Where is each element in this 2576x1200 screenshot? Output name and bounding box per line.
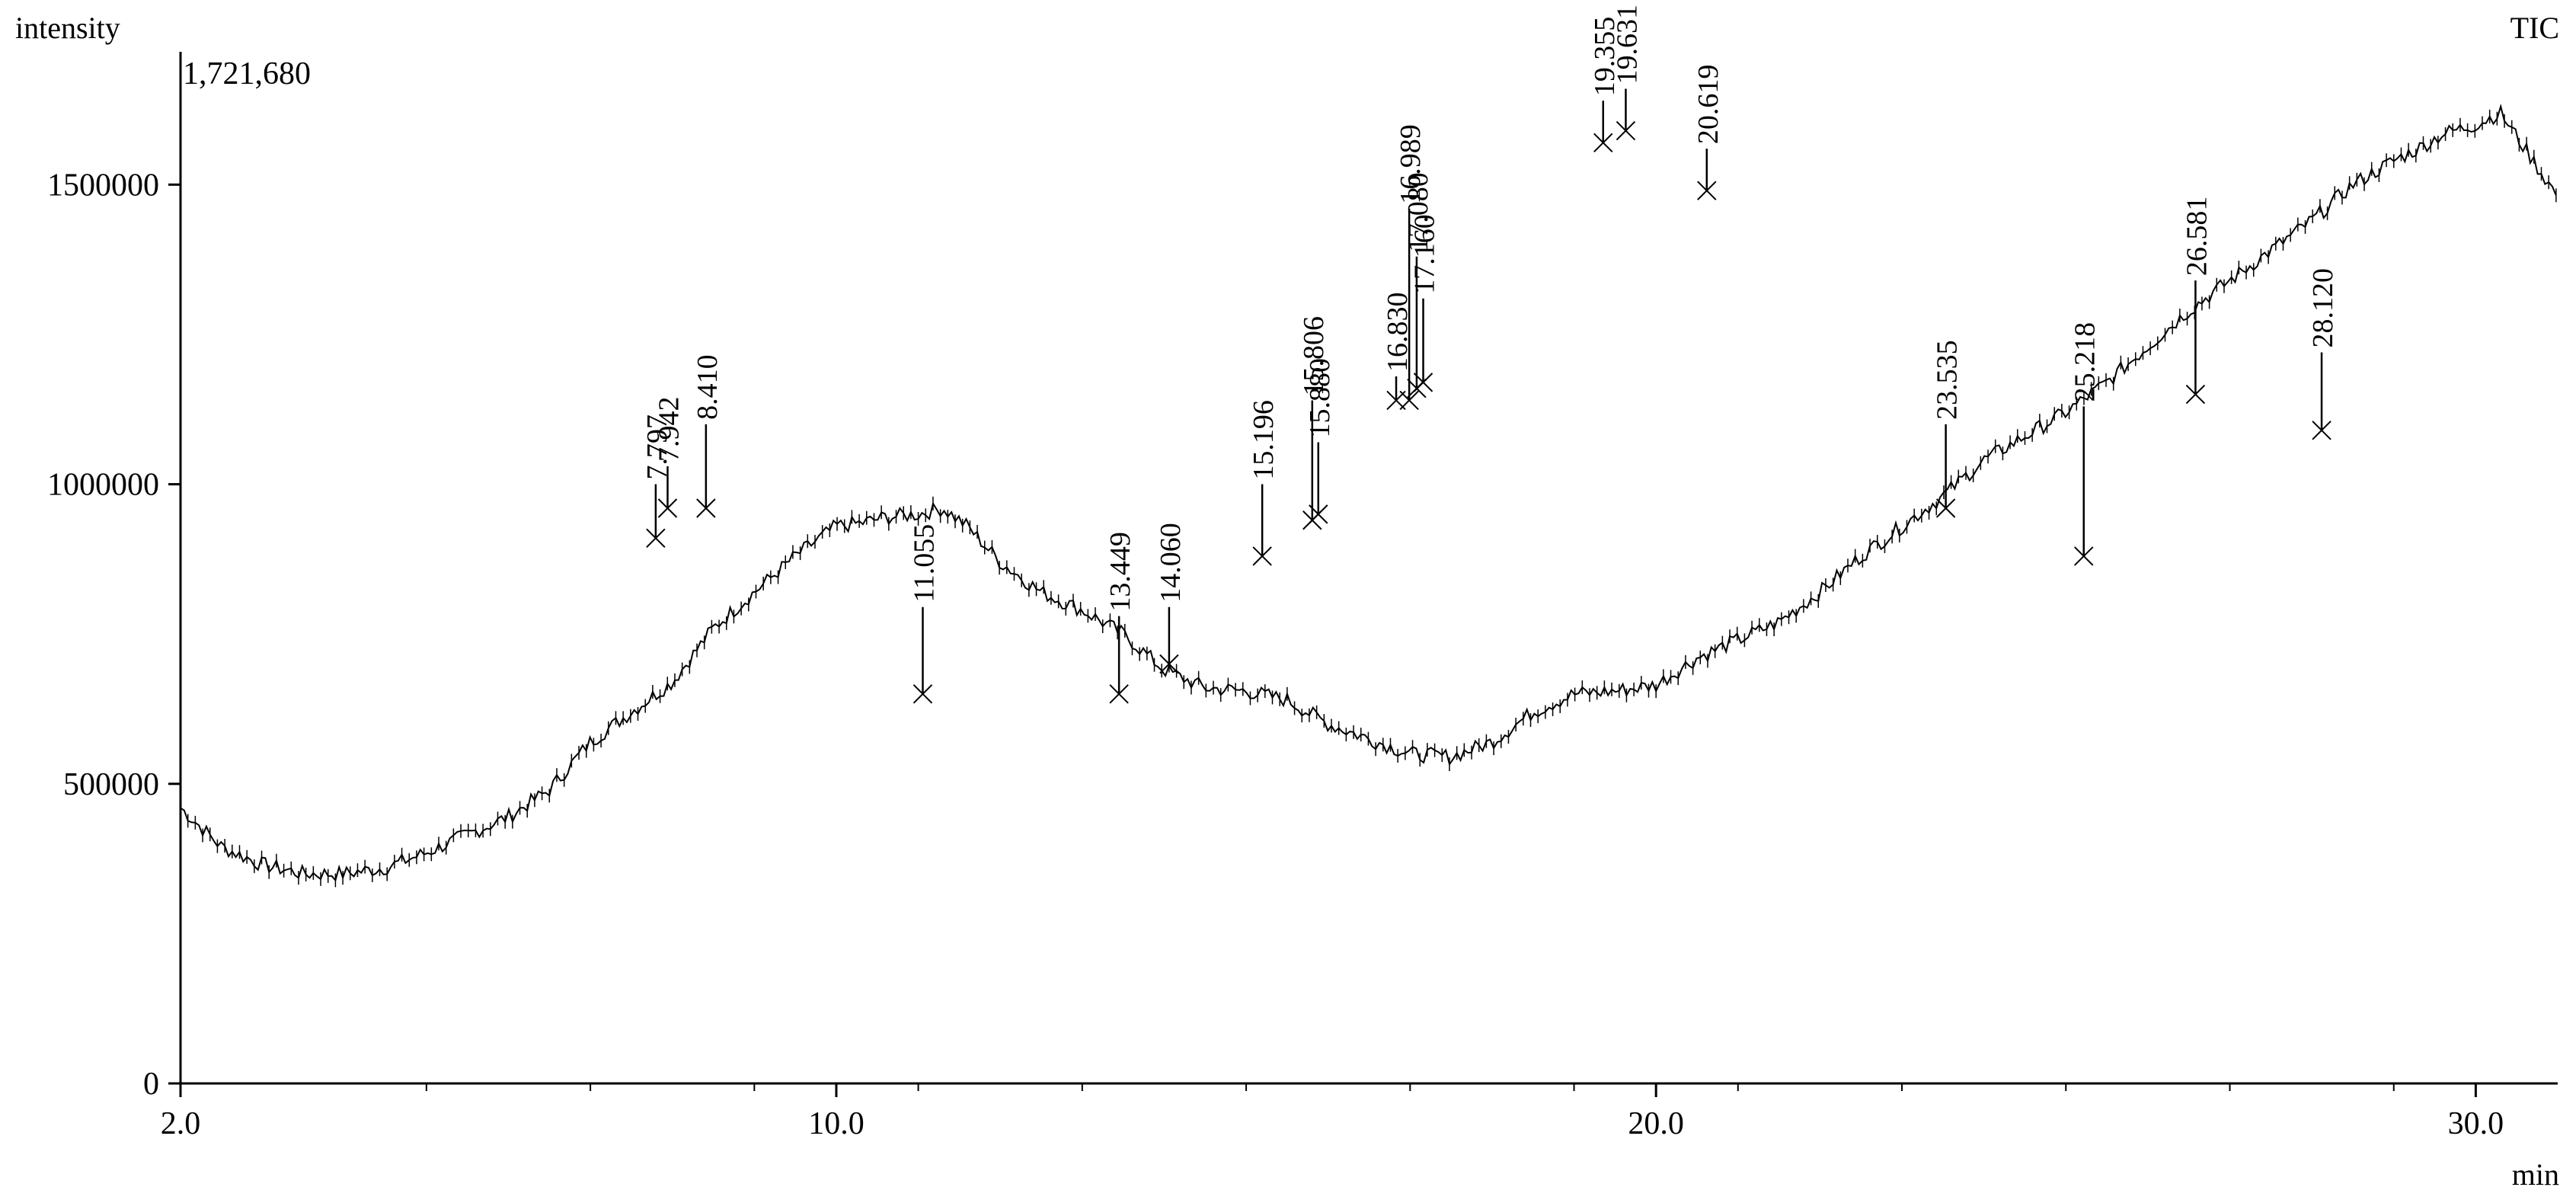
peak-label: 19.355	[1589, 17, 1621, 97]
peak-marker	[1109, 684, 1129, 704]
y-tick-label: 500000	[63, 767, 159, 802]
peak-marker	[646, 528, 666, 549]
x-tick-label: 2.0	[161, 1106, 201, 1141]
peak-label: 20.619	[1692, 65, 1724, 145]
peak-marker	[1399, 390, 1419, 411]
peak-label: 17.160	[1409, 214, 1441, 294]
peak-marker	[696, 498, 716, 518]
peak-marker	[912, 684, 933, 704]
peak-label: 19.631	[1611, 5, 1643, 85]
peak-marker	[1697, 181, 1717, 200]
peak-label: 11.055	[909, 524, 941, 603]
x-tick-label: 10.0	[808, 1106, 865, 1141]
series-line-tic	[180, 103, 2557, 882]
peak-marker	[2312, 421, 2332, 440]
peak-marker	[1159, 654, 1179, 674]
peak-label: 23.535	[1932, 340, 1964, 420]
peak-label: 7.942	[653, 396, 685, 462]
y-tick-label: 1000000	[47, 468, 159, 503]
y-axis-label: intensity	[15, 11, 120, 45]
peak-marker	[1935, 498, 1956, 518]
peak-marker	[1302, 510, 1322, 530]
peak-label: 17.080	[1402, 172, 1434, 252]
series-layer	[180, 103, 2557, 888]
peak-label: 13.449	[1104, 532, 1136, 612]
peak-label: 15.196	[1248, 400, 1280, 480]
peak-marker	[2074, 546, 2094, 566]
peak-label: 25.218	[2069, 322, 2101, 402]
peak-marker	[1616, 120, 1636, 141]
peak-label: 26.581	[2181, 197, 2213, 277]
y-tick-label: 1500000	[47, 168, 159, 203]
peak-label: 28.120	[2307, 268, 2339, 348]
y-tick-label: 0	[143, 1067, 159, 1102]
peak-label: 14.060	[1155, 523, 1187, 603]
peak-marker	[2185, 384, 2206, 405]
peak-marker	[1252, 546, 1272, 566]
peak-label: 15.880	[1304, 358, 1336, 438]
max-intensity-label: 1,721,680	[183, 56, 311, 91]
peak-marker	[1593, 133, 1613, 152]
x-tick-label: 20.0	[1628, 1106, 1684, 1141]
peak-label: 16.989	[1395, 124, 1427, 204]
x-tick-label: 30.0	[2448, 1106, 2504, 1141]
peak-label: 15.806	[1298, 316, 1330, 396]
peak-label: 8.410	[692, 354, 724, 420]
peak-marker	[1413, 373, 1433, 392]
series-name-label: TIC	[2510, 11, 2559, 45]
peak-marker	[657, 498, 678, 518]
axes-layer: 0 500000 1000000 1500000 2.0 10.0 20.0 30.0	[47, 52, 2558, 1141]
x-axis-label: min	[2512, 1157, 2559, 1192]
